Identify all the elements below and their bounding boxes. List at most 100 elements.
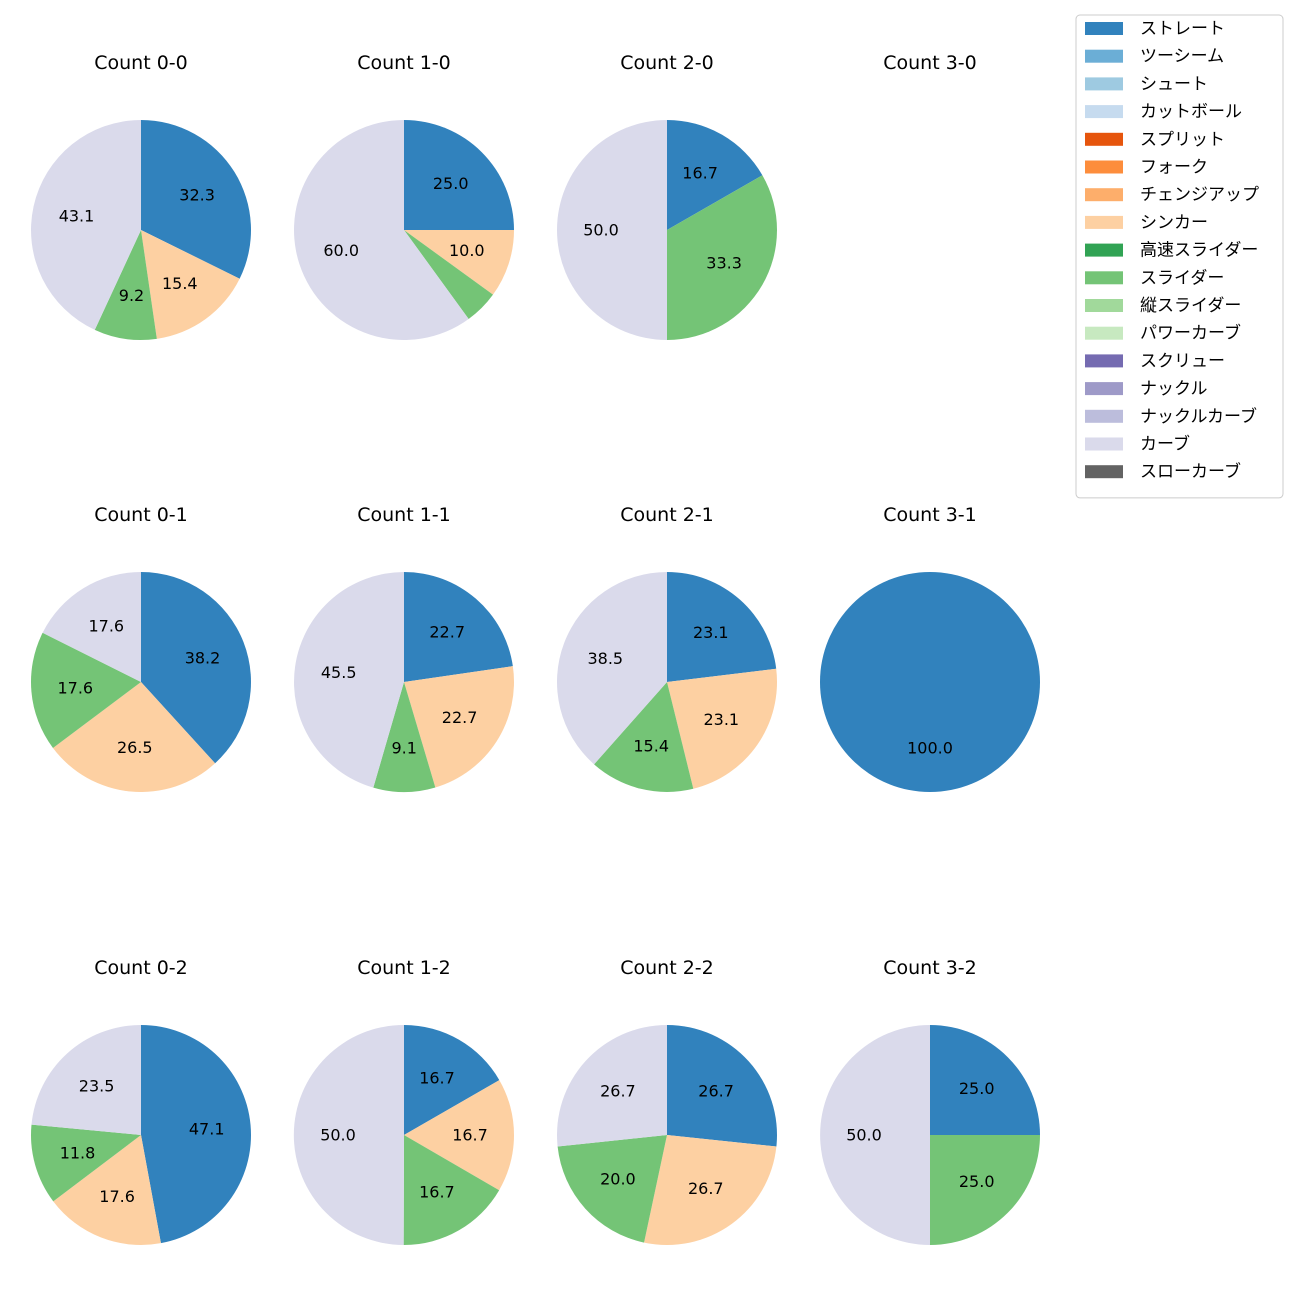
pie-slice <box>404 1080 515 1191</box>
slice-label: 23.5 <box>79 1077 115 1096</box>
pie-slice <box>404 230 515 295</box>
pie-slice <box>53 1135 161 1246</box>
slice-label: 17.6 <box>57 678 93 697</box>
pie-slice <box>141 230 240 339</box>
slice-label: 26.7 <box>600 1081 636 1100</box>
chart-title: Count 3-0 <box>883 52 977 74</box>
legend-swatch <box>1085 49 1123 63</box>
pie-slice <box>404 666 514 788</box>
legend-label: カットボール <box>1140 102 1242 122</box>
slice-label: 47.1 <box>189 1120 225 1139</box>
slice-label: 20.0 <box>600 1170 636 1189</box>
pie-slice <box>404 1025 500 1135</box>
legend-item: 高速スライダー <box>1085 241 1258 261</box>
pie-slice <box>141 120 251 279</box>
slice-label: 50.0 <box>320 1125 356 1144</box>
slice-label: 26.5 <box>117 738 153 757</box>
slice-label: 26.7 <box>698 1081 734 1100</box>
legend-swatch <box>1085 326 1123 340</box>
legend-item: チェンジアップ <box>1085 185 1259 205</box>
slice-label: 15.4 <box>633 737 669 756</box>
pie-charts: Count 0-0 32.3 15.4 9.2 43.1 Count 1-0 25.0 10.… <box>30 52 1040 1246</box>
slice-label: 22.7 <box>429 623 465 642</box>
legend-label: ストレート <box>1140 19 1225 39</box>
chart-title: Count 1-0 <box>357 52 451 74</box>
legend-item: パワーカーブ <box>1085 323 1241 344</box>
slice-label: 25.0 <box>959 1172 995 1191</box>
legend-label: シュート <box>1140 74 1208 94</box>
pie-slice <box>404 572 513 682</box>
legend-swatch <box>1085 105 1123 119</box>
slice-label: 25.0 <box>959 1079 995 1098</box>
pie-slice <box>31 1124 142 1202</box>
legend-item: フォーク <box>1085 158 1208 178</box>
slice-label: 23.1 <box>693 623 729 642</box>
pie-slice <box>404 230 493 319</box>
legend-item: シュート <box>1085 74 1208 94</box>
slice-label: 16.7 <box>419 1183 455 1202</box>
legend-swatch <box>1085 160 1123 174</box>
slice-label: 9.1 <box>391 739 416 758</box>
legend-swatch <box>1085 382 1123 396</box>
pie-slice <box>141 572 251 764</box>
pie-chart: Count 0-1 38.2 26.5 17.6 17.6 <box>30 504 251 792</box>
chart-title: Count 2-0 <box>620 52 714 74</box>
slice-label: 33.3 <box>706 254 742 273</box>
pie-slice <box>820 1025 930 1245</box>
legend-label: フォーク <box>1140 158 1208 178</box>
pie-slice <box>294 572 404 788</box>
slice-label: 38.5 <box>587 649 623 668</box>
chart-title: Count 3-2 <box>883 957 977 979</box>
slice-label: 26.7 <box>688 1179 724 1198</box>
pie-chart: Count 1-0 25.0 10.0 60.0 <box>294 52 515 340</box>
chart-title: Count 1-2 <box>357 957 451 979</box>
pie-slice <box>30 632 142 748</box>
legend-swatch <box>1085 437 1123 451</box>
slice-label: 100.0 <box>907 739 953 758</box>
pie-slice <box>644 1135 777 1246</box>
slice-label: 32.3 <box>179 186 215 205</box>
pie-slice <box>294 120 469 340</box>
legend-swatch <box>1085 132 1123 146</box>
legend-item: スライダー <box>1085 268 1224 288</box>
legend-label: ツーシーム <box>1140 47 1224 67</box>
slice-label: 11.8 <box>60 1144 96 1163</box>
legend-label: スプリット <box>1140 130 1225 150</box>
slice-label: 23.1 <box>703 710 739 729</box>
pie-slice <box>667 668 778 789</box>
chart-title: Count 2-1 <box>620 504 714 526</box>
legend-swatch <box>1085 77 1123 91</box>
pie-slice <box>930 1025 1040 1135</box>
legend-item: スプリット <box>1085 130 1225 150</box>
pie-slice <box>31 120 141 330</box>
slice-label: 50.0 <box>583 221 619 240</box>
legend-item: ツーシーム <box>1085 47 1224 67</box>
legend-swatch <box>1085 271 1123 285</box>
legend-item: 縦スライダー <box>1085 296 1241 316</box>
legend-label: ナックルカーブ <box>1140 406 1257 427</box>
pie-chart: Count 0-0 32.3 15.4 9.2 43.1 <box>31 52 251 340</box>
legend-swatch <box>1085 243 1123 257</box>
slice-label: 16.7 <box>682 163 718 182</box>
chart-title: Count 1-1 <box>357 504 451 526</box>
slice-label: 60.0 <box>323 241 359 260</box>
pie-slice <box>94 230 157 340</box>
legend-swatch <box>1085 299 1123 312</box>
legend-item: シンカー <box>1085 213 1208 233</box>
chart-title: Count 3-1 <box>883 504 977 526</box>
legend-item: スローカーブ <box>1085 461 1241 482</box>
pie-slice <box>667 120 763 230</box>
pie-slice <box>667 572 777 682</box>
pie-slice <box>594 682 694 792</box>
slice-label: 25.0 <box>433 174 469 193</box>
legend-swatch <box>1085 409 1123 423</box>
slice-label: 10.0 <box>449 241 485 260</box>
pie-chart: Count 2-2 26.7 26.7 20.0 26.7 <box>557 957 777 1246</box>
slice-label: 17.6 <box>99 1187 135 1206</box>
slice-label: 16.7 <box>419 1068 455 1087</box>
pie-chart: Count 1-1 22.7 22.7 9.1 45.5 <box>294 504 514 792</box>
pie-chart: Count 1-2 16.7 16.7 16.7 50.0 <box>293 957 515 1246</box>
slice-label: 16.7 <box>452 1126 488 1145</box>
chart-title: Count 0-0 <box>94 52 188 74</box>
